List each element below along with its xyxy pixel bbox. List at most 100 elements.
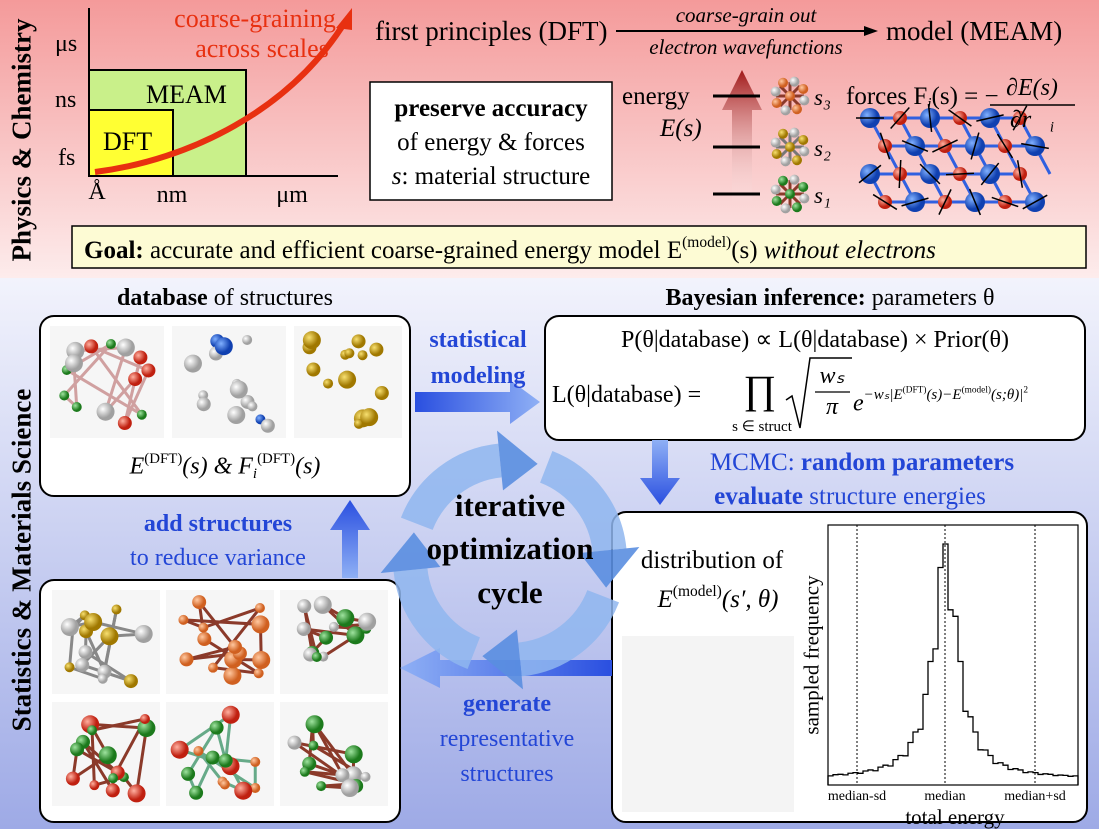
sub: i xyxy=(252,465,258,482)
atom xyxy=(798,182,809,193)
level-label: s₂ xyxy=(814,136,831,161)
side-label: Statistics & Materials Science xyxy=(6,388,37,732)
atom xyxy=(221,705,240,724)
accuracy-box xyxy=(369,81,613,201)
atom xyxy=(78,645,93,660)
force-arrow xyxy=(898,159,902,189)
x-tick-label: median+sd xyxy=(1004,789,1066,804)
atom xyxy=(64,662,75,673)
atom xyxy=(798,135,809,146)
atom xyxy=(296,621,311,636)
atom xyxy=(84,613,103,631)
length-label: nm xyxy=(156,182,188,208)
atom xyxy=(323,378,334,389)
atom xyxy=(308,740,319,751)
cycle-arrow xyxy=(400,443,503,531)
force-lattice xyxy=(856,104,1052,216)
atom xyxy=(181,766,196,781)
cycle-arrow xyxy=(393,567,481,670)
atom xyxy=(60,618,79,637)
energy-func: E(s) xyxy=(660,115,702,142)
atom xyxy=(785,142,795,152)
atom xyxy=(59,390,70,401)
force-arrow xyxy=(879,132,891,160)
atom xyxy=(319,630,334,645)
mcmc-line: evaluate structure energies xyxy=(714,484,986,509)
cycle-arrowhead xyxy=(497,430,538,491)
atom xyxy=(189,785,204,800)
bond xyxy=(186,645,236,661)
t: (s;θ)| xyxy=(991,386,1024,403)
atom xyxy=(306,362,321,377)
force-arrow xyxy=(1022,194,1048,210)
atom xyxy=(198,622,209,633)
cycle-label: iterative xyxy=(454,488,566,523)
atom xyxy=(302,331,321,350)
text: (s) xyxy=(731,236,758,264)
atom xyxy=(100,627,119,646)
atom xyxy=(108,773,119,784)
x-tick-label: median-sd xyxy=(827,789,887,804)
atom xyxy=(247,401,258,412)
flow-to: model (MEAM) xyxy=(886,16,1063,46)
force-arrow xyxy=(996,133,1014,159)
t: −wₛ|E xyxy=(863,386,903,403)
atom xyxy=(798,84,809,95)
atom xyxy=(791,202,802,213)
level-structures xyxy=(770,76,810,214)
atom xyxy=(64,354,83,373)
time-label: fs xyxy=(58,145,76,171)
atom xyxy=(771,195,782,206)
base: e xyxy=(853,390,864,417)
energy-arrow xyxy=(722,70,762,205)
database-title: database of structures xyxy=(117,286,333,310)
add-label: add structures xyxy=(143,511,293,537)
atom xyxy=(799,95,810,106)
atom xyxy=(780,105,791,116)
atom xyxy=(770,137,781,148)
dft-label: DFT xyxy=(103,127,153,156)
t: (s) & F xyxy=(182,453,253,480)
force-arrow xyxy=(938,189,952,215)
generate-label: generate xyxy=(463,691,551,717)
atom xyxy=(770,86,781,97)
atom xyxy=(96,402,115,421)
bayes-prod: ∏ xyxy=(743,367,777,412)
atom xyxy=(340,779,359,798)
atom xyxy=(141,363,156,378)
atom xyxy=(357,350,368,361)
atom xyxy=(242,334,253,345)
atom xyxy=(791,155,802,166)
atom xyxy=(105,339,116,350)
sup: (model) xyxy=(682,234,732,251)
text: : material structure xyxy=(401,163,591,190)
bond xyxy=(294,741,355,756)
text: forces F xyxy=(846,83,928,110)
force-arrow xyxy=(1016,160,1024,188)
text: (s) = − xyxy=(931,83,999,110)
atom xyxy=(229,380,248,399)
atom xyxy=(252,651,271,670)
bond xyxy=(135,727,148,794)
t: (s′, θ) xyxy=(721,585,779,613)
atom xyxy=(111,604,122,615)
structure-image xyxy=(622,636,794,812)
atom xyxy=(105,783,120,798)
atom xyxy=(360,771,371,782)
atom xyxy=(369,342,384,357)
text: of structures xyxy=(213,285,333,311)
force-arrow xyxy=(970,132,980,160)
force-arrow xyxy=(927,104,933,132)
sup: (DFT) xyxy=(257,451,296,467)
histogram-outline xyxy=(827,543,1079,785)
atom xyxy=(227,406,246,425)
sup: (model) xyxy=(672,583,722,600)
atom xyxy=(214,337,233,356)
cycle-arrowhead xyxy=(579,547,640,588)
atom xyxy=(351,334,366,349)
goal: Goal: accurate and efficient coarse-grai… xyxy=(84,235,936,263)
force-arrow xyxy=(980,162,1000,186)
atom xyxy=(98,746,117,765)
cycle-arrowhead xyxy=(380,532,441,573)
force-arrow xyxy=(890,107,910,129)
